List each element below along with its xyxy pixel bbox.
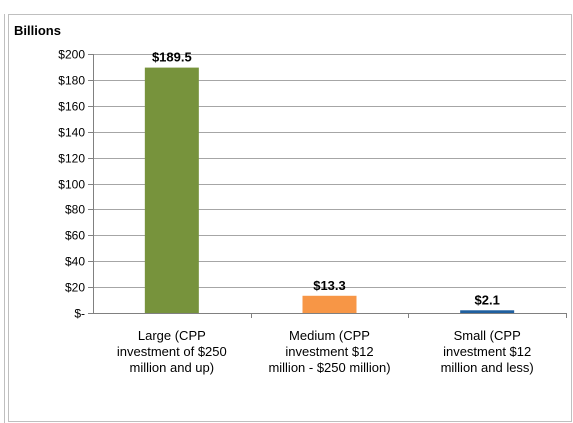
bars: $189.5 $13.3 $2.1 bbox=[144, 50, 515, 313]
x-axis: Large (CPP investment of $250 million and … bbox=[93, 313, 567, 375]
x-category-label: Small (CPP investment $12 million and less… bbox=[441, 328, 534, 375]
y-tick-label: $40 bbox=[65, 255, 85, 269]
x-category-label-line: investment $12 bbox=[285, 344, 373, 359]
bar bbox=[302, 295, 357, 313]
bar bbox=[460, 310, 515, 313]
y-tick-label: $120 bbox=[58, 152, 85, 166]
x-category-label-line: million - $250 million) bbox=[268, 360, 390, 375]
x-category-label-line: million and up) bbox=[130, 360, 215, 375]
y-tick-label: $80 bbox=[65, 203, 85, 217]
x-category-label-line: Medium (CPP bbox=[289, 328, 370, 343]
data-label: $2.1 bbox=[475, 292, 500, 307]
data-label: $13.3 bbox=[313, 278, 346, 293]
unit-label: Billions bbox=[14, 23, 61, 38]
y-tick-label: $20 bbox=[65, 281, 85, 295]
y-tick-label: $160 bbox=[58, 100, 85, 114]
y-tick-label: $140 bbox=[58, 126, 85, 140]
data-label: $189.5 bbox=[152, 50, 192, 65]
x-category-label-line: investment of $250 bbox=[117, 344, 227, 359]
x-category-label-line: million and less) bbox=[441, 360, 534, 375]
chart-border bbox=[8, 14, 572, 422]
y-tick-label: $60 bbox=[65, 229, 85, 243]
y-tick-label: $180 bbox=[58, 74, 85, 88]
y-tick-label: $100 bbox=[58, 178, 85, 192]
y-tick-label: $- bbox=[74, 307, 85, 321]
x-category-label: Medium (CPP investment $12 million - $250 … bbox=[268, 328, 390, 375]
bar bbox=[144, 67, 199, 313]
x-category-label-line: investment $12 bbox=[443, 344, 531, 359]
x-category-label: Large (CPP investment of $250 million and … bbox=[117, 328, 227, 375]
y-axis: $- $20 $40 $60 $80 $100 $120 $140 $160 $180 $200 bbox=[58, 48, 94, 321]
x-category-label-line: Small (CPP bbox=[454, 328, 521, 343]
y-tick-label: $200 bbox=[58, 48, 85, 62]
x-category-label-line: Large (CPP bbox=[138, 328, 206, 343]
